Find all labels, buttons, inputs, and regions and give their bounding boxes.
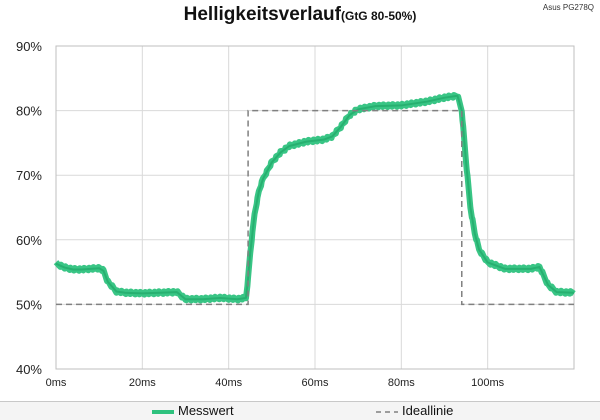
series-measured-line xyxy=(55,94,575,301)
y-tick-label: 60% xyxy=(16,233,42,248)
y-tick-label: 40% xyxy=(16,362,42,377)
chart-title-main: Helligkeitsverlauf xyxy=(183,4,341,25)
x-tick-label: 40ms xyxy=(215,377,242,389)
chart-subtitle: (GtG 80-50%) xyxy=(340,9,417,23)
legend-label-measured: Messwert xyxy=(178,403,234,418)
plot-area-border xyxy=(55,45,575,370)
y-tick-label: 70% xyxy=(16,168,42,183)
device-label: Asus PG278Q xyxy=(542,3,594,12)
tick-labels: 0ms 20ms 40ms 60ms 80ms 100ms 40% 50% 60% 70% 80% 9… xyxy=(16,39,505,389)
legend: Messwert Ideallinie xyxy=(0,401,600,420)
x-tick-label: 60ms xyxy=(302,377,329,389)
x-tick-label: 80ms xyxy=(388,377,415,389)
legend-label-ideal: Ideallinie xyxy=(402,403,454,418)
legend-item-ideal: Ideallinie xyxy=(376,403,453,418)
x-tick-label: 0ms xyxy=(46,377,67,389)
chart-title: Helligkeitsverlauf(GtG 80-50%) xyxy=(0,4,600,26)
y-tick-label: 80% xyxy=(16,104,42,119)
chart-svg: 0ms 20ms 40ms 60ms 80ms 100ms 40% 50% 60% 70% 80% 9… xyxy=(16,39,577,389)
x-tick-label: 20ms xyxy=(129,377,156,389)
y-tick-label: 50% xyxy=(16,297,42,312)
legend-item-measured: Messwert xyxy=(152,403,234,418)
x-tick-label: 100ms xyxy=(471,377,505,389)
legend-swatch-dashed xyxy=(376,410,398,413)
grid-layer xyxy=(55,45,574,370)
legend-swatch-solid xyxy=(152,409,174,414)
y-tick-label: 90% xyxy=(16,39,42,54)
series-ideal-line xyxy=(56,109,574,306)
series-layer xyxy=(53,92,577,306)
